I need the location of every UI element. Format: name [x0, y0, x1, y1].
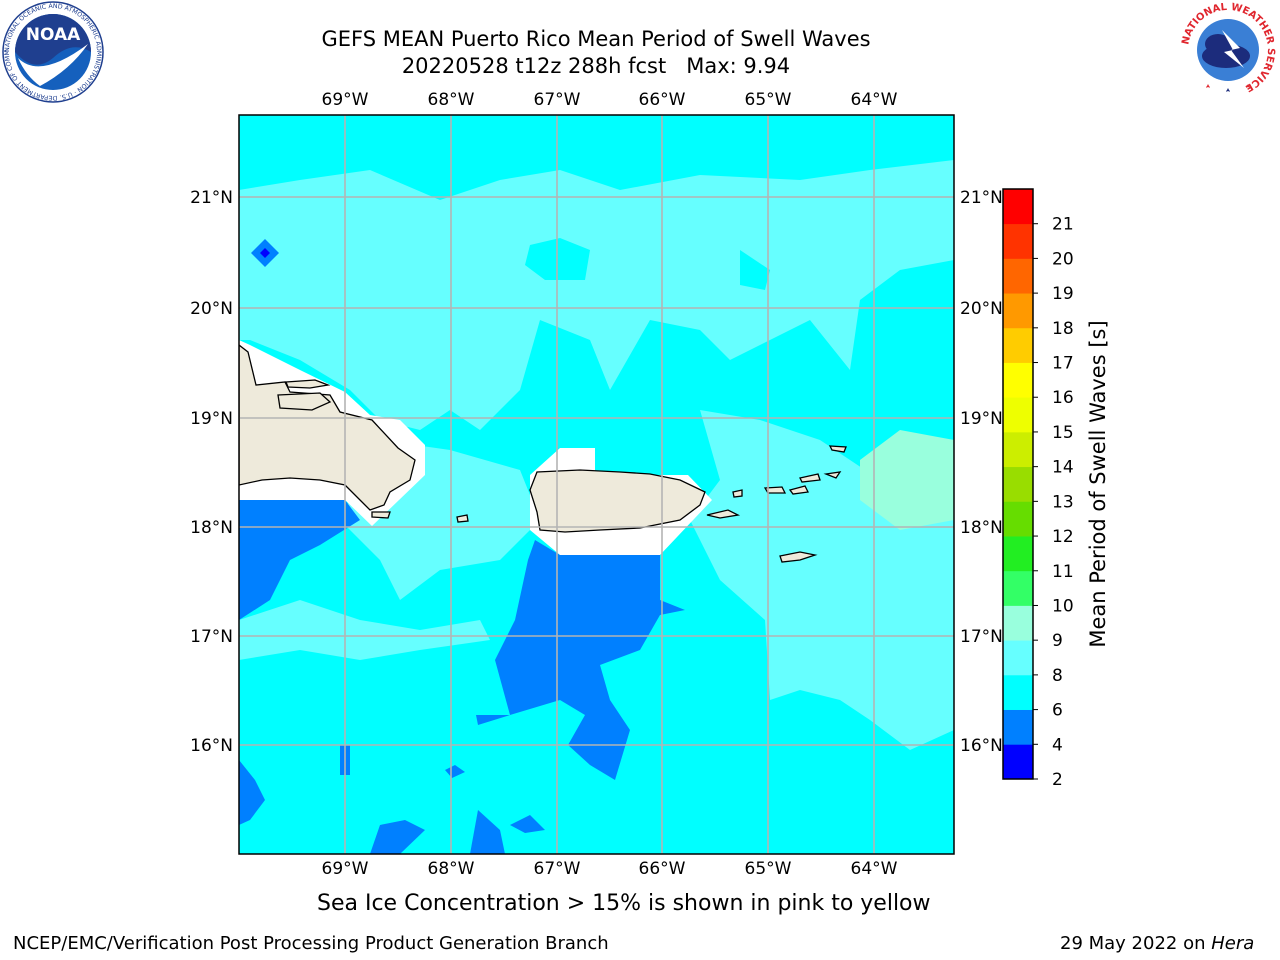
lat-label-right: 20°N [960, 299, 1003, 319]
swell-contour-4-6-west [239, 500, 360, 620]
colorbar-tick-label: 20 [1052, 249, 1074, 269]
lon-label-bottom: 68°W [428, 859, 475, 875]
colorbar-swatch [1003, 570, 1033, 606]
colorbar-swatch [1003, 605, 1033, 641]
colorbar-tick-label: 21 [1052, 215, 1074, 235]
lon-label-top: 64°W [851, 90, 898, 110]
land-mona [456, 514, 469, 523]
swell-contour-8-9-ne-patch [740, 250, 770, 290]
colorbar: 2 4 6 8 9 10 11 12 13 14 15 16 17 18 19 20 21 Mean Perio… [1002, 188, 1110, 790]
swell-contour-8-9-south-strip [239, 600, 490, 660]
footer-left: NCEP/EMC/Verification Post Processing Pr… [13, 933, 609, 954]
colorbar-tick-label: 2 [1052, 770, 1063, 790]
colorbar-swatch [1003, 397, 1033, 433]
lat-label-left: 19°N [190, 409, 233, 429]
lon-label-bottom: 64°W [851, 859, 898, 875]
colorbar-swatch [1003, 189, 1033, 225]
sea-ice-note: Sea Ice Concentration > 15% is shown in … [317, 891, 931, 916]
lat-label-left: 16°N [190, 736, 233, 756]
swell-contour-4-6-sw-1 [239, 760, 265, 825]
colorbar-swatch [1003, 258, 1033, 294]
chart-title: GEFS MEAN Puerto Rico Mean Period of Swe… [321, 27, 871, 51]
land-sombrero [823, 471, 842, 479]
colorbar-swatch [1003, 431, 1033, 468]
lon-label-top: 67°W [534, 90, 581, 110]
lat-label-left: 20°N [190, 299, 233, 319]
colorbar-swatch [1003, 744, 1033, 780]
lat-label-right: 16°N [960, 736, 1003, 756]
land-saona [371, 511, 391, 519]
swell-contour-4-6-south [476, 540, 685, 780]
colorbar-tick-label: 16 [1052, 388, 1074, 408]
footer-right: 29 May 2022 on Hera [1060, 933, 1254, 954]
lat-label-left: 17°N [190, 627, 233, 647]
colorbar-tick-label: 8 [1052, 666, 1063, 686]
colorbar-tick-label: 17 [1052, 354, 1074, 374]
map-grid [239, 115, 954, 854]
footer-host: Hera [1211, 933, 1255, 954]
map-plot: 69°W 68°W 67°W 66°W 65°W 64°W 69°W 68°W … [190, 90, 1003, 875]
colorbar-tick-label: 18 [1052, 319, 1074, 339]
swell-contour-9-10-east [860, 430, 954, 530]
swell-contour-pocket-core [260, 248, 270, 258]
lon-label-bottom: 66°W [639, 859, 686, 875]
colorbar-tick-label: 9 [1052, 631, 1063, 651]
colorbar-frame [1002, 188, 1034, 780]
land-vieques [706, 509, 741, 519]
land-tortuga [285, 379, 331, 389]
colorbar-swatch [1003, 536, 1033, 572]
colorbar-swatch [1003, 362, 1033, 398]
lon-label-bottom: 65°W [745, 859, 792, 875]
colorbar-tick-label: 10 [1052, 596, 1074, 616]
land-hispaniola-peninsula [277, 392, 332, 411]
noaa-logo: NATIONAL OCEANIC AND ATMOSPHERIC ADMINIS… [0, 0, 104, 103]
colorbar-tick-label: 19 [1052, 284, 1074, 304]
lon-label-bottom: 67°W [534, 859, 581, 875]
nws-logo: NATIONAL WEATHER SERVICE [1180, 2, 1276, 98]
colorbar-tick-label: 12 [1052, 527, 1074, 547]
noaa-logo-text: NOAA [26, 25, 81, 45]
land-st-thomas [763, 486, 787, 494]
lat-label-left: 21°N [190, 188, 233, 208]
colorbar-tick-label: 13 [1052, 492, 1074, 512]
swell-contour-4-6-sw-3 [470, 810, 505, 854]
colorbar-tick-label: 4 [1052, 735, 1063, 755]
land-culebra [732, 489, 743, 498]
land-anegada [828, 445, 847, 453]
lon-label-top: 69°W [322, 90, 369, 110]
swell-contour-4-6-sw-4 [510, 815, 545, 833]
colorbar-swatch [1003, 640, 1033, 676]
colorbar-swatch [1003, 501, 1033, 537]
lat-label-right: 18°N [960, 518, 1003, 538]
colorbar-swatch [1003, 223, 1033, 259]
lat-label-right: 19°N [960, 409, 1003, 429]
lat-label-right: 17°N [960, 627, 1003, 647]
lon-label-top: 66°W [639, 90, 686, 110]
land-st-croix [779, 551, 818, 563]
swell-contour-8-9-north [239, 160, 954, 430]
colorbar-swatch [1003, 709, 1033, 745]
lat-label-right: 21°N [960, 188, 1003, 208]
colorbar-swatch [1003, 327, 1033, 363]
colorbar-swatch [1003, 466, 1033, 502]
colorbar-tick-label: 14 [1052, 458, 1074, 478]
chart-subtitle: 20220528 t12z 288h fcst Max: 9.94 [401, 54, 791, 78]
lon-label-top: 65°W [745, 90, 792, 110]
map-frame [238, 114, 955, 855]
colorbar-label: Mean Period of Swell Waves [s] [1086, 320, 1110, 647]
colorbar-tick-label: 11 [1052, 562, 1074, 582]
land-st-john [788, 485, 809, 495]
swell-contour-4-6-sw-6 [445, 765, 465, 778]
colorbar-tick-label: 15 [1052, 423, 1074, 443]
lon-label-top: 68°W [428, 90, 475, 110]
swell-contour-4-6-sw-2 [370, 820, 425, 854]
lon-label-bottom: 69°W [322, 859, 369, 875]
land-tortola [799, 473, 821, 483]
colorbar-swatch [1003, 293, 1033, 329]
lat-label-left: 18°N [190, 518, 233, 538]
colorbar-swatch [1003, 674, 1033, 710]
footer-date: 29 May 2022 on [1060, 933, 1212, 954]
colorbar-tick-label: 6 [1052, 701, 1063, 721]
